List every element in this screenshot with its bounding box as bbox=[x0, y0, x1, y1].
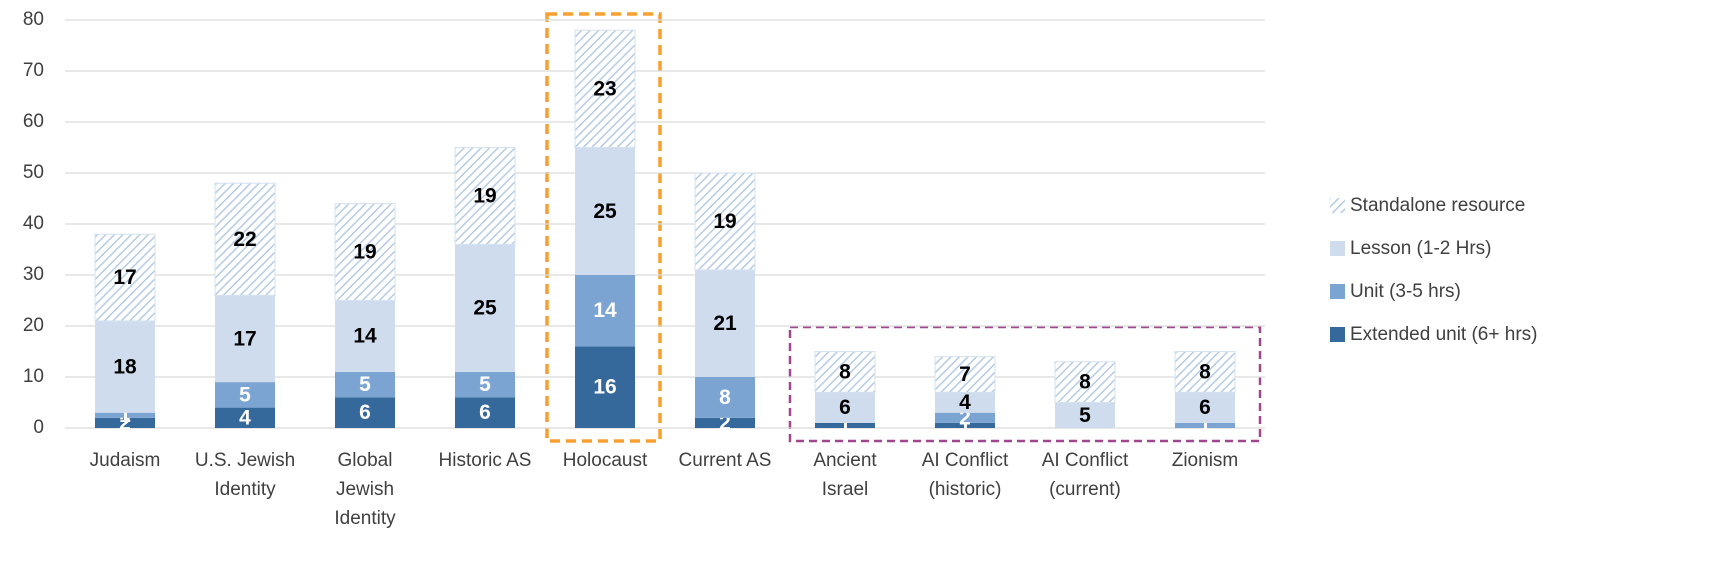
data-label: 6 bbox=[479, 401, 491, 424]
legend-swatch bbox=[1330, 284, 1345, 299]
x-tick-label: Historic AS bbox=[439, 450, 532, 471]
data-label: 5 bbox=[359, 373, 371, 396]
data-label: 6 bbox=[839, 396, 851, 419]
y-tick-label: 50 bbox=[23, 162, 44, 183]
data-label: 25 bbox=[473, 297, 497, 320]
data-label: 6 bbox=[1199, 396, 1211, 419]
data-label: 19 bbox=[473, 184, 496, 207]
bar-segment bbox=[1055, 402, 1115, 428]
bar-segment bbox=[335, 300, 395, 372]
bar-segment bbox=[814, 351, 876, 393]
data-label: 5 bbox=[1079, 404, 1091, 427]
bar-segment bbox=[215, 382, 275, 408]
data-label: 2 bbox=[119, 411, 131, 434]
y-tick-label: 30 bbox=[23, 264, 44, 285]
bar-segment bbox=[935, 392, 995, 413]
bar-segment bbox=[574, 29, 636, 149]
bar-segment bbox=[215, 407, 275, 428]
data-label: 8 bbox=[1079, 371, 1091, 394]
bar-segment bbox=[95, 417, 155, 428]
data-label: 25 bbox=[593, 200, 617, 223]
bar-segment bbox=[95, 320, 155, 413]
x-tick-label: Global Jewish Identity bbox=[334, 450, 396, 529]
data-label: 19 bbox=[713, 210, 736, 233]
data-label: 4 bbox=[239, 406, 251, 429]
data-label: 14 bbox=[353, 325, 377, 348]
bar-segment bbox=[214, 182, 276, 296]
bar-segment bbox=[934, 356, 996, 393]
x-tick-label: Judaism bbox=[90, 450, 161, 471]
bar-segment bbox=[815, 422, 875, 428]
highlight-box bbox=[788, 325, 1262, 443]
bar-segment bbox=[575, 346, 635, 428]
data-label: 6 bbox=[359, 401, 371, 424]
bar-segment bbox=[1175, 392, 1235, 423]
x-tick-label: AI Conflict (current) bbox=[1042, 450, 1129, 500]
legend-swatch bbox=[1330, 327, 1345, 342]
data-label: 2 bbox=[719, 411, 731, 434]
x-tick-label: Holocaust bbox=[563, 450, 648, 471]
x-tick-label: AI Conflict (historic) bbox=[922, 450, 1009, 500]
highlight-box bbox=[545, 12, 662, 443]
data-label: 22 bbox=[233, 228, 256, 251]
legend-label: Extended unit (6+ hrs) bbox=[1350, 324, 1537, 345]
y-tick-label: 10 bbox=[23, 366, 44, 387]
legend-label: Standalone resource bbox=[1350, 195, 1525, 216]
bar-segment bbox=[335, 371, 395, 398]
data-label: 19 bbox=[353, 241, 376, 264]
data-label: 21 bbox=[713, 312, 737, 335]
bar-segment bbox=[334, 203, 396, 302]
bar-segment bbox=[1175, 422, 1235, 428]
x-tick-label: Current AS bbox=[679, 450, 772, 471]
y-tick-label: 80 bbox=[23, 9, 44, 30]
bar-segment bbox=[335, 397, 395, 428]
bar-segment bbox=[575, 147, 635, 275]
bar-segment bbox=[455, 244, 515, 372]
data-label: 14 bbox=[593, 299, 617, 322]
data-label: 23 bbox=[593, 77, 616, 100]
y-tick-label: 40 bbox=[23, 213, 44, 234]
bar-segment bbox=[935, 412, 995, 423]
data-label: 5 bbox=[239, 383, 251, 406]
legend-label: Lesson (1-2 Hrs) bbox=[1350, 238, 1492, 259]
data-label: 8 bbox=[839, 360, 851, 383]
bar-segment bbox=[935, 422, 995, 428]
data-label: 17 bbox=[113, 266, 136, 289]
bar-segment bbox=[694, 172, 756, 271]
bar-segment bbox=[94, 233, 156, 322]
data-label: 2 bbox=[959, 406, 971, 429]
y-tick-label: 70 bbox=[23, 60, 44, 81]
bar-segment bbox=[1174, 351, 1236, 393]
data-label: 8 bbox=[719, 386, 731, 409]
bar-segment bbox=[455, 371, 515, 398]
y-tick-label: 0 bbox=[33, 417, 44, 438]
bar-segment bbox=[454, 147, 516, 245]
bar-segment bbox=[215, 295, 275, 383]
bar-segment bbox=[1054, 361, 1116, 404]
bar-segment bbox=[695, 377, 755, 418]
y-tick-label: 20 bbox=[23, 315, 44, 336]
legend-label: Unit (3-5 hrs) bbox=[1350, 281, 1461, 302]
data-label: 7 bbox=[959, 363, 971, 386]
y-tick-label: 60 bbox=[23, 111, 44, 132]
data-label: 17 bbox=[233, 327, 256, 350]
data-label: 8 bbox=[1199, 360, 1211, 383]
bar-segment bbox=[695, 417, 755, 428]
x-tick-label: Ancient Israel bbox=[813, 450, 877, 500]
data-label: 16 bbox=[593, 376, 616, 399]
bar-segment bbox=[815, 392, 875, 423]
data-label: 18 bbox=[113, 355, 137, 378]
legend-swatch bbox=[1330, 241, 1345, 256]
bar-segment bbox=[575, 275, 635, 347]
bar-segment bbox=[455, 397, 515, 428]
data-label: 4 bbox=[959, 391, 971, 414]
legend-swatch bbox=[1330, 198, 1345, 213]
data-label: 5 bbox=[479, 373, 491, 396]
x-tick-label: U.S. Jewish Identity bbox=[195, 450, 295, 500]
bar-segment bbox=[695, 269, 755, 377]
x-tick-label: Zionism bbox=[1172, 450, 1239, 471]
bar-segment bbox=[95, 412, 155, 418]
